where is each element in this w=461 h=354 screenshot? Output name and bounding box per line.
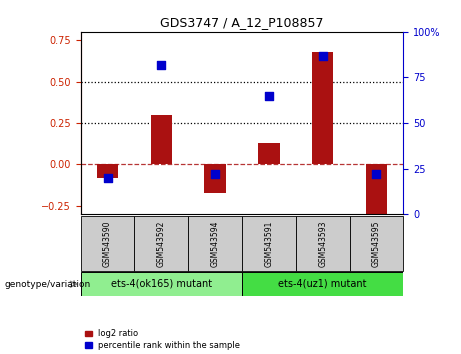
Bar [204,165,226,193]
Text: GSM543592: GSM543592 [157,220,166,267]
FancyBboxPatch shape [296,216,349,271]
Text: GSM543594: GSM543594 [211,220,219,267]
FancyBboxPatch shape [242,216,296,271]
Text: GSM543593: GSM543593 [318,220,327,267]
FancyBboxPatch shape [81,272,242,296]
Point [319,53,326,58]
Text: ets-4(ok165) mutant: ets-4(ok165) mutant [111,279,212,289]
Text: GSM543590: GSM543590 [103,220,112,267]
Point [265,93,272,98]
Text: GSM543591: GSM543591 [265,220,273,267]
Bar [151,115,172,165]
Bar [312,52,333,165]
Legend: log2 ratio, percentile rank within the sample: log2 ratio, percentile rank within the s… [85,329,240,350]
FancyBboxPatch shape [349,216,403,271]
FancyBboxPatch shape [242,272,403,296]
Bar [258,143,280,165]
FancyBboxPatch shape [135,216,188,271]
Text: genotype/variation: genotype/variation [5,280,91,289]
Point [158,62,165,68]
Text: GDS3747 / A_12_P108857: GDS3747 / A_12_P108857 [160,16,324,29]
Text: ets-4(uz1) mutant: ets-4(uz1) mutant [278,279,367,289]
Text: GSM543595: GSM543595 [372,220,381,267]
FancyBboxPatch shape [81,216,135,271]
Bar [97,165,118,178]
Bar [366,165,387,214]
Point [212,171,219,177]
Point [373,171,380,177]
Point [104,175,111,181]
FancyBboxPatch shape [188,216,242,271]
